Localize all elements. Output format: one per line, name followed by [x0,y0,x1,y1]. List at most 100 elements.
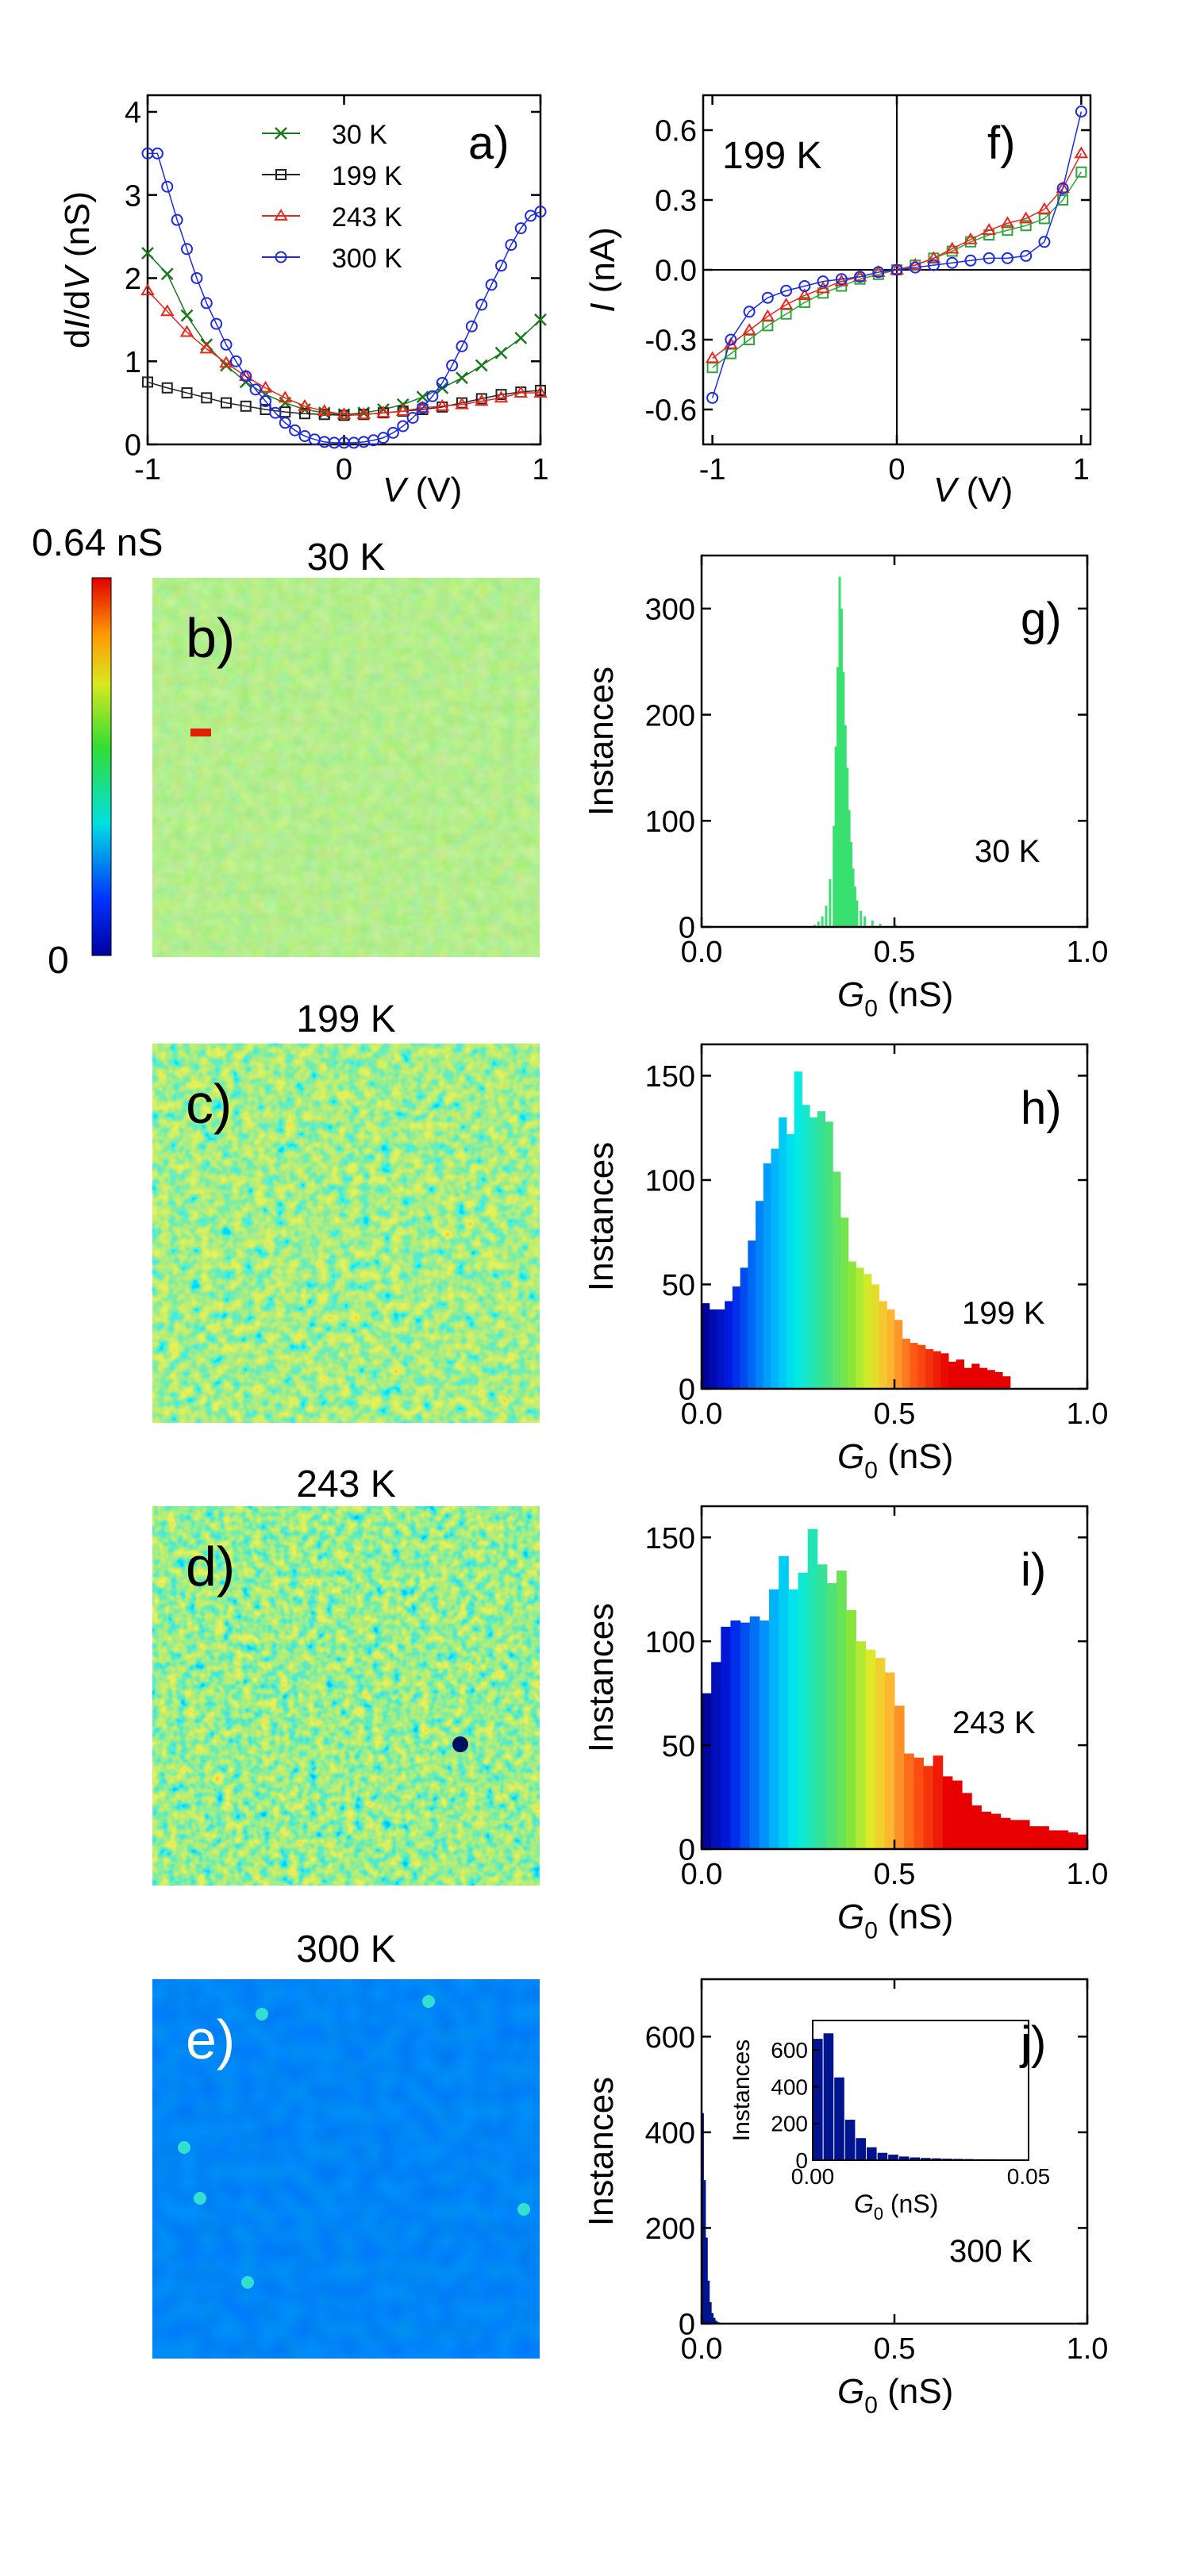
map-300K-bright-spot [517,2203,530,2216]
panel-a-data-point [141,247,154,260]
panel-f-data-point [706,391,719,404]
panel-a-data-point [376,406,390,418]
histogram-bar [730,1621,741,1849]
conductance-map-1 [152,1044,540,1423]
panel-f-data-point [1037,202,1052,214]
panel-f-data-point [834,274,849,286]
panel-f-data-point [1020,249,1033,262]
histogram-bar [848,809,851,927]
panel-a-data-point [160,267,174,281]
panel-a-data-point [494,390,509,403]
histogram-bar [990,1813,1002,1849]
hist-xlabel-part: (nS) [878,975,953,1014]
histogram-bar [856,1641,867,1849]
panel-a-legend-label: 199 K [332,161,402,191]
panel-f-ylabel-part: I [583,303,622,313]
inset-bar [888,2155,898,2160]
colorbar-min-label: 0 [48,940,69,982]
histogram-bar [769,1589,779,1849]
panel-a-data-point [258,380,273,393]
panel-f-data-point [908,258,922,271]
inset-xlabel-part: G [854,2190,874,2218]
inset-xtick-label: 0.00 [791,2164,835,2189]
histogram-bar [963,1367,972,1389]
panel-a-data-point [465,320,478,333]
histogram-bar [707,2280,710,2324]
hist-ytick-label: 100 [645,805,695,839]
colorbar-max-label: 0.64 nS [32,522,163,564]
panel-f-data-point [944,241,960,254]
panel-a-ytick-label: 1 [125,346,141,379]
hist-xlabel-part: 0 [864,995,878,1021]
panel-a-data-point [426,390,439,402]
map-300K-bright-spot [256,2008,268,2020]
panel-a-data-point [455,397,469,409]
histogram-bar [871,1284,880,1389]
panel-a-data-point [387,426,399,439]
panel-f-data-point [760,309,775,321]
histogram-bar [902,1338,910,1389]
panel-f-data-point [890,263,903,276]
panel-a-xlabel-part: (V) [406,471,462,509]
panel-a-label: a) [468,117,510,169]
histogram-bar [810,1117,818,1389]
panel-a-data-point [179,325,194,337]
panel-a-data-point [475,394,489,406]
hist-ylabel: Instances [582,1603,621,1752]
histogram-bar [871,920,874,927]
histogram-bar [703,2180,706,2324]
histogram-bar [759,1621,770,1849]
inset-bar [834,2077,844,2160]
histogram-bar [1002,1376,1011,1389]
histogram-bar [840,608,843,927]
hist-xlabel-part: G [837,975,864,1014]
panel-a-data-point [279,417,291,429]
panel-a-legend-label: 300 K [332,244,402,274]
histogram-bar [846,767,849,927]
panel-f-data-point [798,297,810,309]
panel-f-data-point [798,288,812,301]
hist-temperature: 30 K [975,834,1040,869]
histogram-bar [852,868,855,927]
panel-a-data-point [356,407,371,420]
panel-a-legend-marker [274,209,288,221]
panel-f-data-point [926,251,941,263]
panel-a-xtick-label: -1 [134,453,161,486]
histogram-bar [987,1370,995,1389]
histogram-bar [894,1320,903,1389]
histogram-bar [865,1649,876,1849]
panel-a-data-point [210,317,223,330]
histogram-bar [788,1589,798,1849]
histogram-bar [702,1693,712,1849]
hist-panel-label: j) [1019,2017,1046,2069]
histogram-bar [853,886,856,927]
histogram-bar [842,672,845,927]
panel-a-data-point [171,213,183,226]
panel-a-data-point [337,407,352,420]
hist-xlabel: G0 (nS) [837,2372,953,2418]
histogram-bar [856,1267,864,1389]
hist-xtick-label: 1.0 [1067,1398,1109,1431]
hist-xlabel-part: (nS) [878,1437,953,1476]
hist-xtick-label: 0.5 [874,2332,916,2366]
panel-f-data-point [1002,225,1013,236]
inset-bar [931,2158,942,2160]
hist-xtick-label: 1.0 [1067,936,1109,969]
panel-f-data-point [1075,166,1087,178]
panel-a-xtick-label: 0 [336,453,352,486]
panel-a-data-point [161,180,174,193]
panel-a-data-point [475,359,488,372]
panel-a-data-point [220,338,233,351]
panel-f-data-point [705,351,720,363]
hist-ytick-label: 200 [645,699,695,732]
hist-ytick-label: 300 [645,594,695,627]
hist-ytick-label: 0 [679,1374,695,1407]
map-panel-label: c) [186,1073,232,1135]
histogram-bar [894,925,897,927]
conductance-maps: 30 K b) 199 K c) 243 K d) 300 K e) [152,536,540,2359]
hist-temperature: 243 K [952,1705,1036,1740]
panel-a-data-point [151,147,163,160]
histogram-bar [952,1780,963,1849]
hist-xlabel-part: (nS) [878,1897,953,1936]
